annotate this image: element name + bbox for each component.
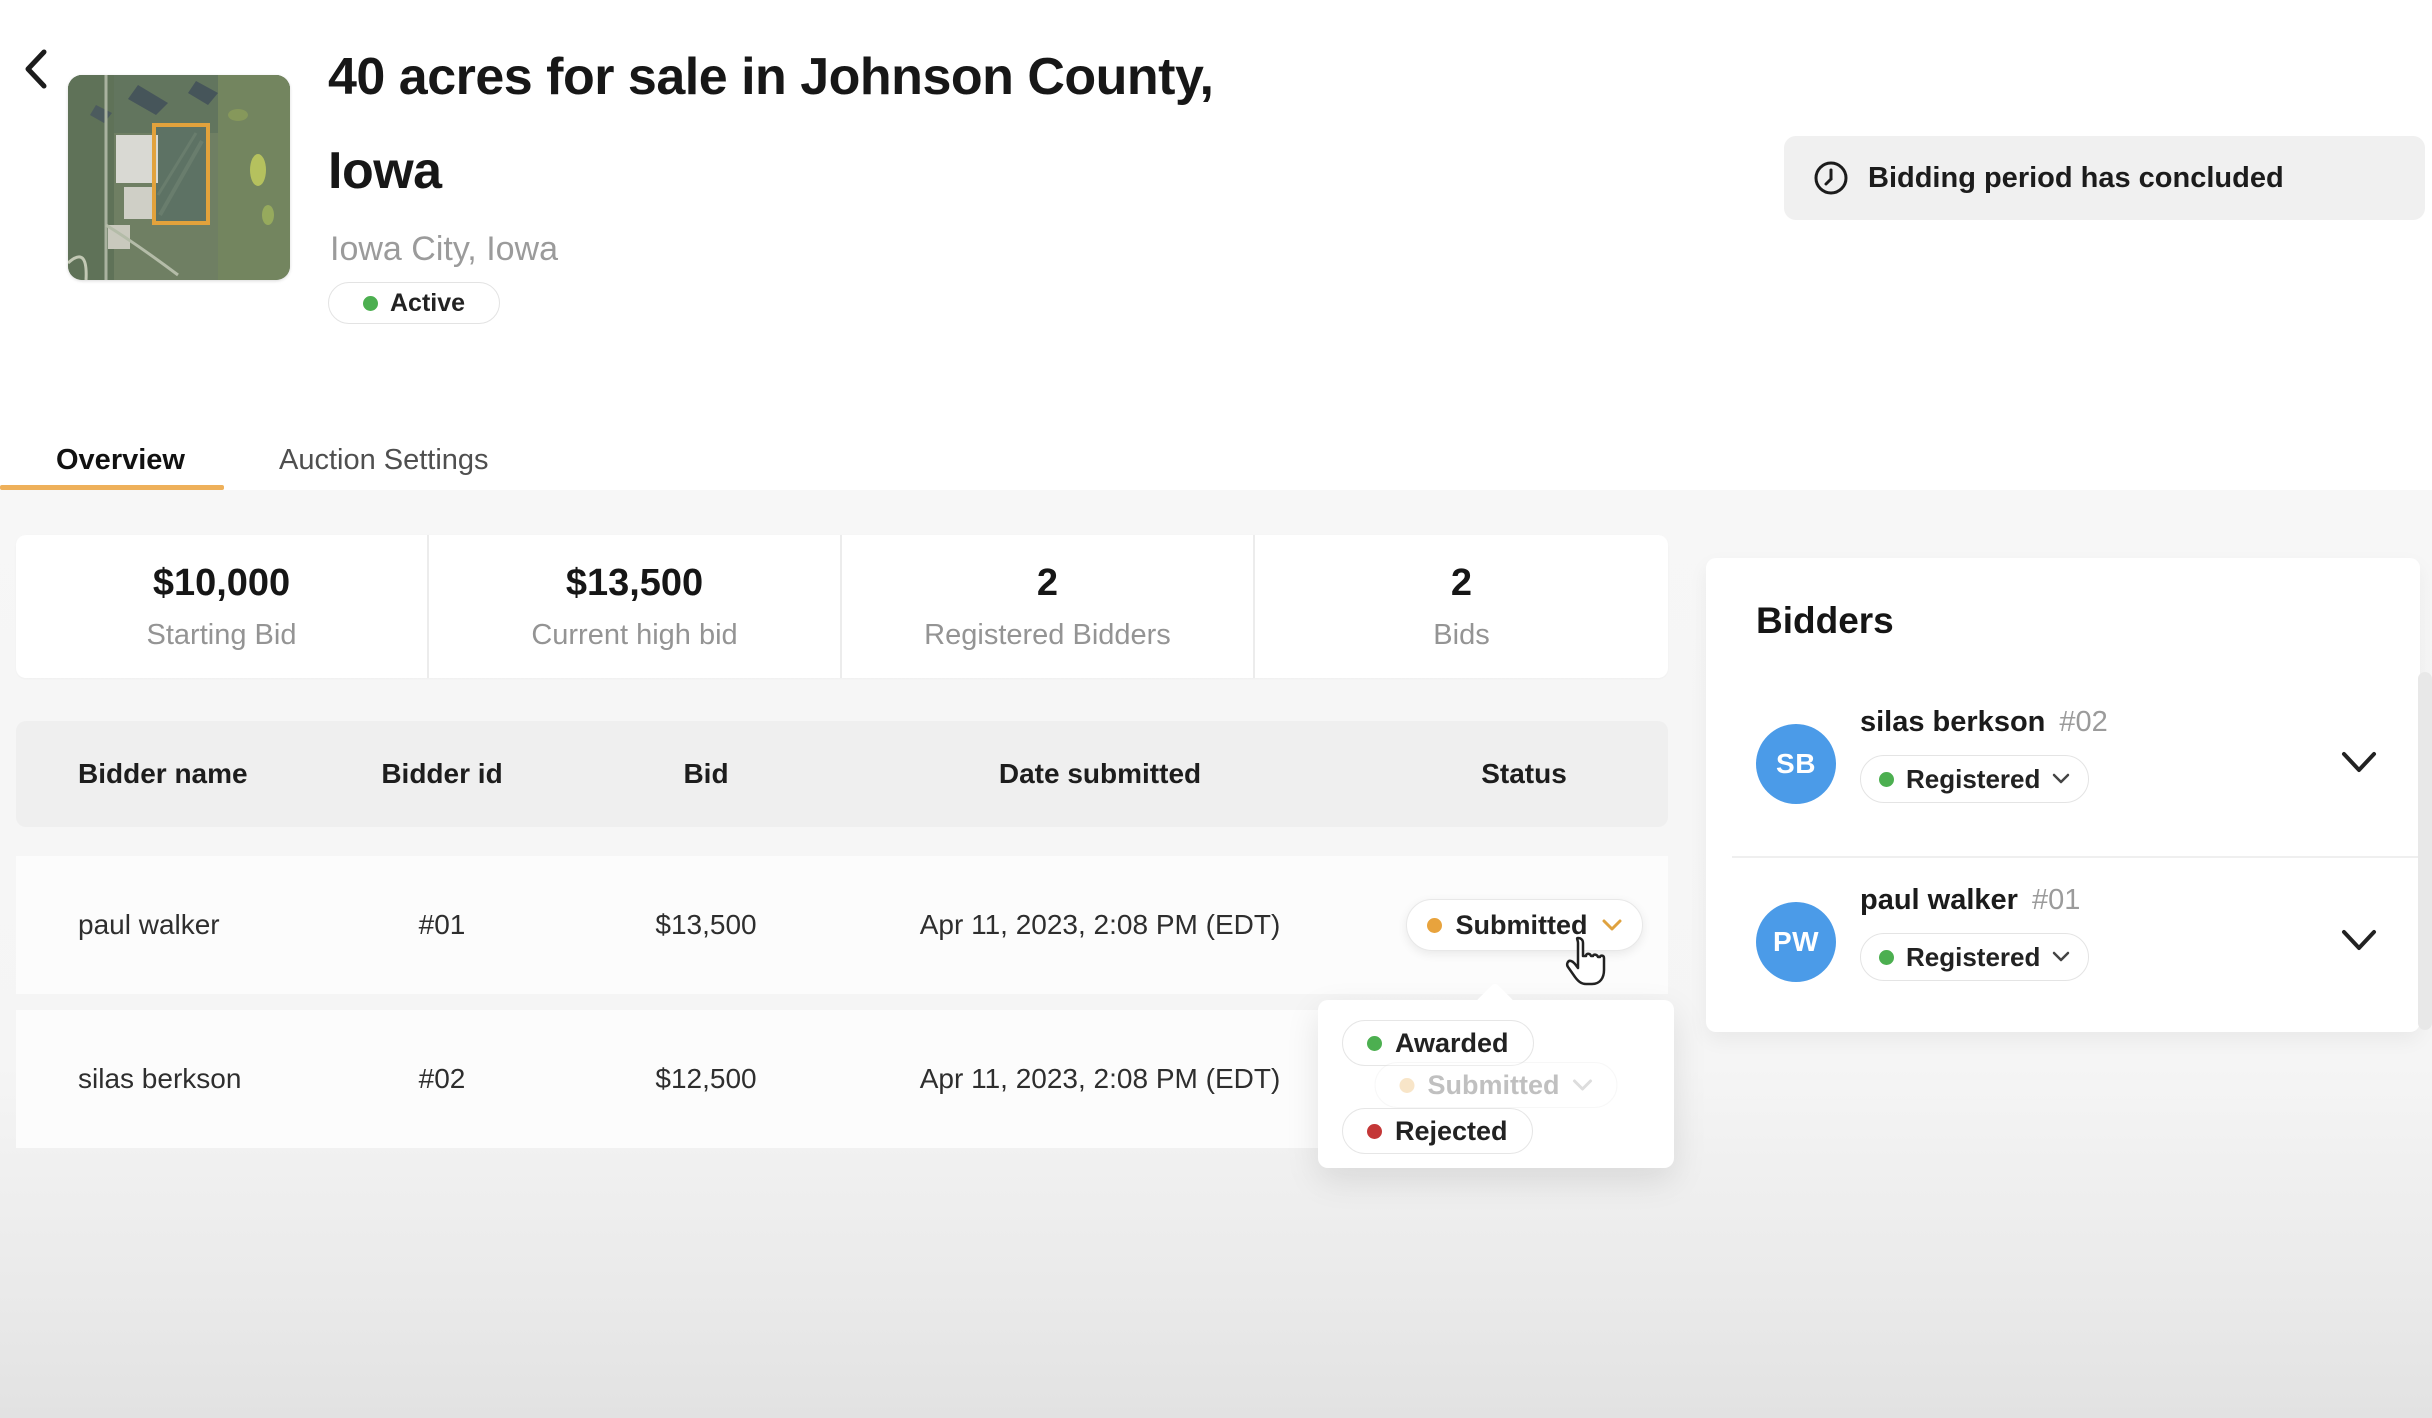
- back-button[interactable]: [14, 44, 62, 92]
- stat-current-high-bid: $13,500 Current high bid: [429, 535, 842, 678]
- option-label: Awarded: [1395, 1027, 1509, 1058]
- active-tab-underline: [0, 485, 224, 490]
- amber-dot-icon: [1426, 917, 1442, 933]
- status-dropdown-trigger[interactable]: Submitted: [1405, 899, 1643, 951]
- cell-bidder-name: silas berkson: [78, 1063, 242, 1094]
- page-subtitle: Iowa City, Iowa: [330, 230, 559, 268]
- avatar: SB: [1756, 724, 1836, 804]
- page-title-line1: 40 acres for sale in Johnson County,: [328, 48, 1214, 106]
- stat-value: $10,000: [152, 561, 291, 604]
- tab-bar: Overview Auction Settings: [56, 444, 489, 499]
- cell-date-submitted: Apr 11, 2023, 2:08 PM (EDT): [919, 909, 1281, 940]
- bidder-status-dropdown[interactable]: Registered: [1860, 755, 2090, 803]
- bidder-id: #01: [2031, 884, 2081, 916]
- green-dot-icon: [1879, 949, 1894, 965]
- stat-value: 2: [1450, 561, 1473, 604]
- bidders-panel-title: Bidders: [1756, 600, 1894, 641]
- page-title: 40 acres for sale in Johnson County, Iow…: [328, 30, 1428, 218]
- option-label: Submitted: [1427, 1069, 1560, 1100]
- chevron-down-icon: [2053, 773, 2070, 784]
- dropdown-option-awarded[interactable]: Awarded: [1342, 1020, 1534, 1066]
- property-thumbnail: [68, 75, 290, 280]
- bidder-status-dropdown[interactable]: Registered: [1860, 933, 2090, 981]
- bidder-name: paul walker: [1860, 884, 2018, 916]
- bidder-name-row: silas berkson #02: [1860, 706, 2108, 739]
- bids-table-header: Bidder name Bidder id Bid Date submitted…: [16, 721, 1668, 827]
- auction-stats-card: $10,000 Starting Bid $13,500 Current hig…: [16, 535, 1668, 678]
- stat-starting-bid: $10,000 Starting Bid: [16, 535, 429, 678]
- table-row: paul walker #01 $13,500 Apr 11, 2023, 2:…: [16, 856, 1668, 994]
- stat-label: Starting Bid: [146, 618, 297, 651]
- column-status: Status: [1481, 758, 1567, 789]
- tab-auction-settings[interactable]: Auction Settings: [278, 444, 489, 476]
- bidder-name: silas berkson: [1860, 706, 2046, 738]
- tab-overview[interactable]: Overview: [56, 444, 185, 476]
- cell-bidder-id: #02: [418, 1063, 466, 1094]
- column-bidder-name: Bidder name: [78, 758, 248, 789]
- chevron-down-icon: [1573, 1079, 1592, 1091]
- stat-value: $13,500: [565, 561, 704, 604]
- bidder-list-item[interactable]: SB silas berkson #02 Registered: [1756, 696, 2394, 852]
- bidder-id: #02: [2059, 706, 2108, 738]
- bidder-info: paul walker #01 Registered: [1860, 884, 2090, 981]
- green-dot-icon: [1367, 1035, 1382, 1051]
- cell-bid: $13,500: [655, 909, 757, 940]
- divider: [1732, 856, 2420, 858]
- clock-icon: [1814, 161, 1848, 195]
- red-dot-icon: [1367, 1123, 1382, 1139]
- dropdown-option-submitted-ghost: Submitted: [1374, 1062, 1618, 1108]
- bidder-status-label: Registered: [1906, 941, 2041, 972]
- green-dot-icon: [1879, 771, 1894, 787]
- cell-date-submitted: Apr 11, 2023, 2:08 PM (EDT): [919, 1063, 1281, 1094]
- bidder-info: silas berkson #02 Registered: [1860, 706, 2108, 803]
- aerial-image: [68, 75, 290, 280]
- cell-bid: $12,500: [655, 1063, 757, 1094]
- chevron-down-icon: [1602, 919, 1621, 931]
- active-badge-label: Active: [390, 288, 466, 317]
- bidder-list-item[interactable]: PW paul walker #01 Registered: [1756, 874, 2394, 1030]
- cell-status: Submitted: [1380, 899, 1668, 951]
- chevron-left-icon: [25, 49, 47, 89]
- bidder-status-label: Registered: [1906, 763, 2041, 794]
- bidding-concluded-banner: Bidding period has concluded: [1784, 136, 2425, 220]
- chevron-down-icon: [2053, 951, 2070, 962]
- status-pill-label: Submitted: [1455, 909, 1588, 940]
- option-label: Rejected: [1395, 1115, 1508, 1146]
- stat-label: Registered Bidders: [924, 618, 1171, 651]
- column-date-submitted: Date submitted: [998, 758, 1202, 789]
- stat-value: 2: [1036, 561, 1059, 604]
- scrollbar-thumb[interactable]: [2418, 672, 2432, 1030]
- expand-chevron-icon[interactable]: [2340, 748, 2378, 778]
- stat-bids: 2 Bids: [1255, 535, 1668, 678]
- stat-label: Current high bid: [531, 618, 738, 651]
- avatar: PW: [1756, 902, 1836, 982]
- stat-registered-bidders: 2 Registered Bidders: [842, 535, 1255, 678]
- dropdown-option-rejected[interactable]: Rejected: [1342, 1108, 1533, 1154]
- page-title-line2: Iowa: [328, 142, 442, 200]
- column-bidder-id: Bidder id: [381, 758, 503, 789]
- status-dropdown-menu: Awarded Submitted Rejected: [1318, 982, 1674, 1168]
- amber-dot-icon: [1399, 1077, 1415, 1093]
- stat-label: Bids: [1433, 618, 1490, 651]
- column-bid: Bid: [683, 758, 729, 789]
- bidder-name-row: paul walker #01: [1860, 884, 2089, 917]
- expand-chevron-icon[interactable]: [2340, 926, 2378, 956]
- bidders-panel: Bidders SB silas berkson #02 Registered: [1706, 558, 2420, 1032]
- banner-text: Bidding period has concluded: [1868, 161, 2284, 194]
- cell-bidder-id: #01: [418, 909, 466, 940]
- cell-bidder-name: paul walker: [78, 909, 220, 940]
- active-status-badge: Active: [328, 282, 501, 324]
- green-dot-icon: [363, 295, 378, 311]
